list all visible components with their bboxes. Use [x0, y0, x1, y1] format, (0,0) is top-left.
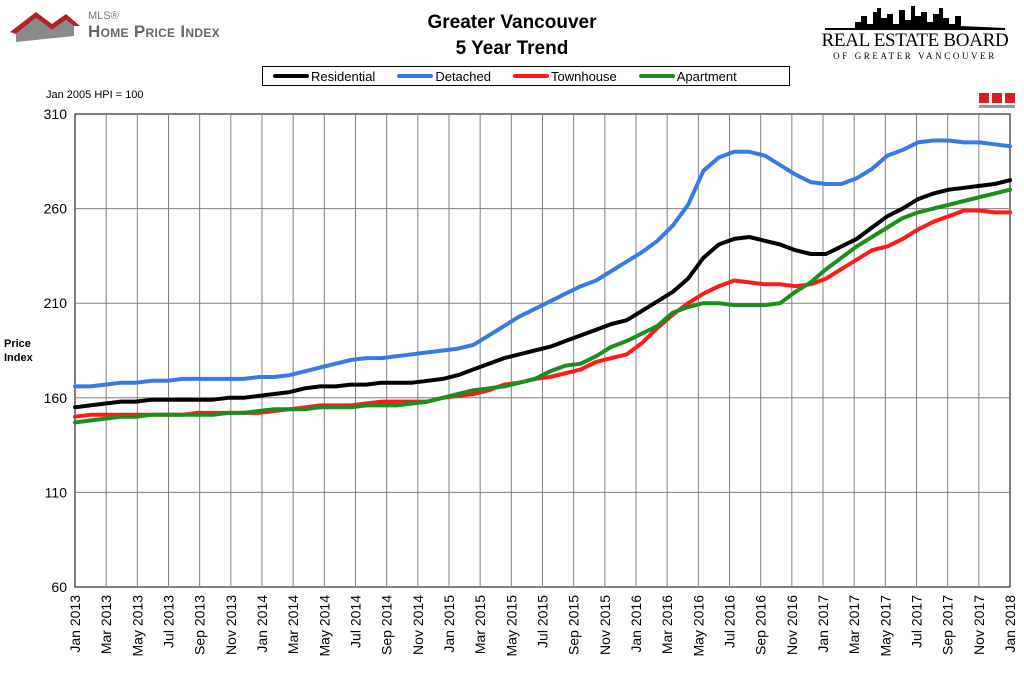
x-tick-label: Jan 2015 — [441, 595, 457, 653]
x-tick-label: Nov 2013 — [223, 595, 239, 655]
legend-swatch-detached — [397, 74, 434, 78]
mls-small-text: MLS® — [88, 10, 119, 22]
legend-item-detached: Detached — [397, 69, 491, 84]
y-axis-label-line2: Index — [4, 352, 33, 364]
y-tick-label: 160 — [44, 390, 68, 406]
legend-label-residential: Residential — [311, 68, 376, 84]
board-name: REAL ESTATE BOARD — [821, 30, 1009, 51]
x-tick-label: Jul 2013 — [161, 595, 177, 648]
x-tick-label: Nov 2015 — [597, 595, 613, 655]
hpi-base-note: Jan 2005 HPI = 100 — [46, 89, 144, 101]
legend-label-townhouse: Townhouse — [550, 68, 617, 84]
y-axis-label-line1: Price — [4, 338, 31, 350]
mls-hpi-logo: MLS® Home Price Index — [8, 6, 278, 50]
x-tick-label: Jul 2017 — [909, 595, 925, 648]
x-tick-label: Jul 2014 — [348, 595, 364, 648]
series-line-apartment — [73, 187, 1012, 425]
x-tick-label: Sep 2017 — [940, 595, 956, 655]
series-line-residential — [73, 178, 1012, 410]
x-tick-label: Mar 2016 — [659, 595, 675, 654]
chart-legend: Residential Detached Townhouse Apartment — [262, 66, 790, 86]
x-tick-label: Jan 2017 — [815, 595, 831, 653]
x-tick-label: Nov 2017 — [971, 595, 987, 655]
x-tick-label: Jan 2014 — [254, 595, 270, 653]
y-tick-label: 310 — [44, 106, 68, 122]
x-tick-label: Nov 2016 — [784, 595, 800, 655]
series-line-detached — [73, 138, 1012, 389]
x-tick-label: Sep 2013 — [192, 595, 208, 655]
legend-swatch-residential — [273, 74, 309, 78]
legend-item-townhouse: Townhouse — [512, 68, 617, 84]
x-tick-label: Jul 2016 — [722, 595, 738, 648]
board-subtitle: OF GREATER VANCOUVER — [833, 51, 997, 61]
y-tick-label: 110 — [45, 484, 68, 500]
legend-swatch-townhouse — [512, 74, 549, 78]
x-tick-label: Jan 2016 — [628, 595, 644, 653]
y-tick-label: 260 — [44, 201, 68, 217]
x-tick-label: May 2017 — [877, 595, 893, 657]
x-tick-label: Jul 2015 — [535, 595, 551, 648]
x-tick-label: Mar 2014 — [285, 595, 301, 654]
y-axis-label: Price Index — [4, 337, 33, 365]
legend-label-detached: Detached — [435, 68, 491, 84]
legend-swatch-apartment — [638, 74, 675, 78]
x-tick-label: Sep 2014 — [379, 595, 395, 655]
hpi-logo-text: Home Price Index — [88, 22, 220, 41]
mls-badge-icon — [979, 93, 1015, 108]
legend-label-apartment: Apartment — [676, 68, 737, 84]
x-tick-label: May 2013 — [129, 595, 145, 657]
city-skyline-icon — [825, 6, 1005, 30]
x-tick-label: Jan 2018 — [1002, 595, 1018, 653]
x-tick-label: Jan 2013 — [67, 595, 83, 653]
legend-item-residential: Residential — [273, 69, 375, 84]
x-tick-label: Mar 2013 — [98, 595, 114, 654]
real-estate-board-logo: REAL ESTATE BOARD OF GREATER VANCOUVER — [815, 4, 1015, 64]
x-tick-label: May 2015 — [503, 595, 519, 657]
x-tick-label: Mar 2017 — [846, 595, 862, 654]
chart-title: Greater Vancouver 5 Year Trend — [362, 10, 662, 62]
chart-title-line2: 5 Year Trend — [455, 38, 569, 59]
y-tick-label: 210 — [44, 295, 68, 311]
x-tick-label: Sep 2016 — [753, 595, 769, 655]
y-tick-label: 60 — [51, 579, 67, 595]
chart-title-line1: Greater Vancouver — [427, 12, 597, 33]
x-tick-label: May 2014 — [316, 595, 332, 657]
house-roof-icon — [10, 12, 80, 42]
x-tick-label: Mar 2015 — [472, 595, 488, 654]
x-tick-label: Sep 2015 — [566, 595, 582, 655]
legend-item-apartment: Apartment — [638, 68, 737, 84]
x-tick-label: May 2016 — [690, 595, 706, 657]
x-tick-label: Nov 2014 — [410, 595, 426, 655]
